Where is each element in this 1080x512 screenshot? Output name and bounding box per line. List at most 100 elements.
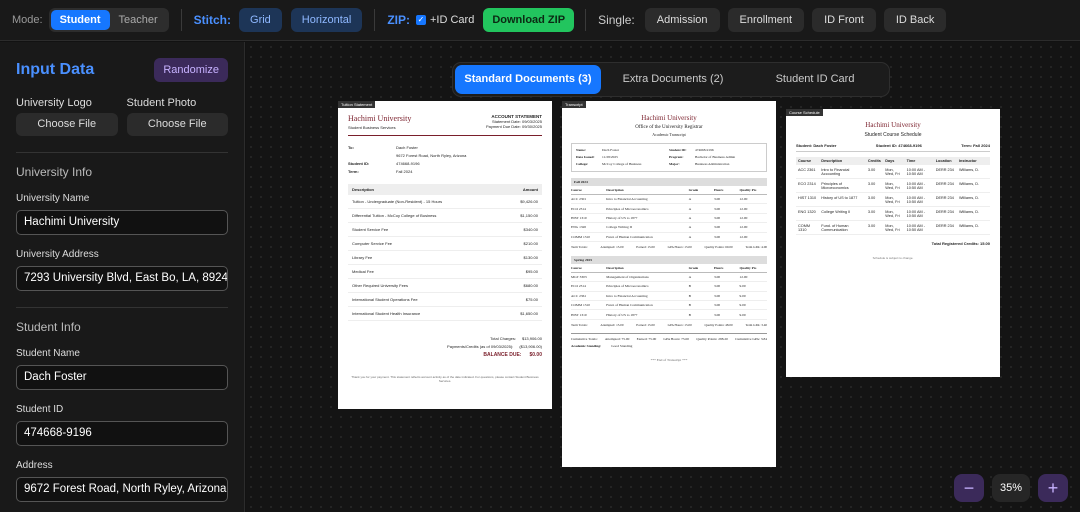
ts-course-cell: MGT 3303	[571, 275, 587, 280]
sch-term: Term: Fall 2024	[961, 143, 990, 148]
tab-standard-documents[interactable]: Standard Documents (3)	[455, 65, 601, 94]
randomize-button[interactable]: Randomize	[154, 58, 228, 82]
ts-cum-stat: Attempted: 75.00	[604, 336, 630, 341]
zoom-controls: − 35% +	[954, 474, 1068, 502]
sch-cell: Mon, Wed, Fri	[885, 209, 900, 218]
id-back-button[interactable]: ID Back	[883, 8, 947, 32]
sch-col-head: Time	[906, 159, 916, 163]
sch-student: Student: Dach Foster	[796, 143, 837, 148]
ts-cum-stat: GPA Hours: 75.00	[663, 336, 690, 341]
divider	[374, 9, 376, 31]
ts-course-cell: Management of Organizations	[606, 275, 649, 280]
zoom-in-button[interactable]: +	[1038, 474, 1068, 502]
id-card-checkbox[interactable]: ✓ +ID Card	[416, 14, 474, 26]
sch-col-head: Course	[798, 159, 812, 163]
ts-col-head: Grade	[688, 265, 699, 270]
ts-course-cell: ACC 2361	[571, 293, 587, 298]
ts-term-name: Fall 2024	[571, 178, 767, 186]
sch-cell: DERR 234	[935, 209, 954, 214]
sch-cell: Mon, Wed, Fri	[885, 167, 900, 176]
admission-button[interactable]: Admission	[644, 8, 720, 32]
sch-cell: Mon, Wed, Fri	[885, 223, 900, 232]
mode-teacher-button[interactable]: Teacher	[118, 14, 158, 26]
sch-cell: Williams, D.	[958, 209, 980, 214]
ts-col-head: Description	[606, 188, 624, 192]
download-zip-button[interactable]: Download ZIP	[483, 8, 575, 32]
ts-cum-stat: Quality Points: 288.20	[696, 336, 728, 341]
stmt-item-desc: Tuition - Undergraduate (Non-Resident) -…	[352, 199, 443, 204]
stmt-item-amount: $9,426.00	[520, 199, 538, 204]
sch-cell: Principles of Microeconomics	[821, 181, 849, 190]
stmt-item-desc: Medical Fee	[352, 269, 374, 274]
sch-header-row: Course Description Credits Days Time Location…	[796, 157, 990, 165]
stmt-item-row: Medical Fee $95.00	[348, 265, 542, 279]
stmt-service: Student Business Services	[348, 125, 396, 130]
zoom-out-button[interactable]: −	[954, 474, 984, 502]
stmt-item-row: Tuition - Undergraduate (Non-Resident) -…	[348, 195, 542, 209]
sch-university: Hachimi University	[865, 121, 921, 129]
sch-row: ENG 1320 College Writing II 3.00 Mon, Wed, …	[796, 207, 990, 221]
ts-course-cell: 3.00	[714, 206, 721, 211]
ts-course-cell: ECO 2314	[571, 284, 586, 289]
sch-cell: 10:00 AM - 10:50 AM	[906, 223, 925, 232]
address-input[interactable]: 9672 Forest Road, North Ryley, Arizona	[16, 477, 228, 502]
ts-course-row: ECO 2314 Principles of Microeconomics A 3.0…	[571, 204, 767, 214]
student-name-input[interactable]: Dach Foster	[16, 365, 228, 390]
university-name-input[interactable]: Hachimi University	[16, 210, 228, 235]
sch-cell: 3.00	[867, 181, 876, 186]
sch-cell: Fund. of Human Communication	[821, 223, 849, 232]
student-name-label: Student Name	[16, 348, 80, 359]
address-label: Address	[16, 460, 53, 471]
stitch-horizontal-button[interactable]: Horizontal	[290, 8, 363, 32]
ts-university: Hachimi University	[641, 114, 697, 122]
stmt-item-desc: Computer Service Fee	[352, 241, 393, 246]
sch-cell: Intro to Financial Accounting	[821, 167, 850, 176]
ts-course-cell: 12.00	[739, 206, 748, 211]
mode-toggle: Student Teacher	[48, 8, 169, 32]
mode-label: Mode:	[12, 14, 43, 26]
ts-course-cell: B	[688, 284, 691, 289]
ts-end: *** End of Transcript ***	[650, 357, 688, 362]
sch-cell: 3.00	[867, 195, 876, 200]
sch-cell: Williams, D.	[958, 223, 980, 228]
ts-course-cell: 12.00	[739, 225, 748, 230]
id-front-button[interactable]: ID Front	[812, 8, 876, 32]
enrollment-button[interactable]: Enrollment	[727, 8, 805, 32]
stitch-grid-button[interactable]: Grid	[239, 8, 282, 32]
student-id-input[interactable]: 474668-9196	[16, 421, 228, 446]
ts-course-cell: COMM 1310	[571, 234, 590, 239]
stmt-item-amount: $340.00	[523, 227, 538, 232]
stmt-footer: Thank you for your payment. This stateme…	[351, 375, 539, 383]
ts-course-cell: 3.00	[714, 234, 721, 239]
university-address-input[interactable]: 7293 University Blvd, East Bo, LA, 89240	[16, 266, 228, 291]
preview-canvas[interactable]: Standard Documents (3) Extra Documents (…	[246, 42, 1080, 512]
stmt-heading: ACCOUNT STATEMENT	[491, 114, 542, 119]
ts-info-value: McCoy College of Business	[602, 162, 642, 166]
ts-term-name: Spring 2025	[571, 255, 767, 264]
stitch-label: Stitch:	[193, 13, 232, 27]
stmt-total-label: Total Charges:	[490, 336, 516, 341]
ts-info-value: Dach Foster	[602, 148, 620, 152]
sch-row: ECO 2314 Principles of Microeconomics 3.00…	[796, 179, 990, 193]
ts-course-row: HIST 1310 History of US to 1877 A 3.00 12.00	[571, 214, 767, 224]
transcript-page[interactable]: Transcript Hachimi University Office of …	[562, 101, 776, 467]
ts-course-cell: 9.00	[739, 293, 746, 298]
tuition-statement-page[interactable]: Tuition Statement Hachimi University Stu…	[338, 101, 552, 409]
stmt-item-amount: $95.00	[525, 269, 538, 274]
logo-file-button[interactable]: Choose File	[16, 113, 118, 136]
course-schedule-page[interactable]: Course Schedule Hachimi University Stude…	[786, 109, 1000, 377]
stmt-item-amount: $210.00	[523, 241, 538, 246]
ts-info-value: 474668-9196	[695, 148, 714, 152]
tab-extra-documents[interactable]: Extra Documents (2)	[622, 73, 724, 85]
ts-course-cell: B	[688, 312, 691, 317]
ts-info-key: Program:	[668, 155, 684, 159]
stmt-date: Statement Date: 09/03/2025	[491, 119, 542, 124]
sch-cell: Williams, D.	[958, 181, 980, 186]
mode-student-button[interactable]: Student	[50, 10, 110, 30]
ts-stat: Earned: 15.00	[636, 322, 655, 327]
ts-col-head: Quality Pts	[739, 265, 757, 270]
ts-col-head: Hours	[714, 265, 724, 270]
stmt-col-amount: Amount	[522, 187, 538, 192]
photo-file-button[interactable]: Choose File	[126, 113, 228, 136]
tab-student-id-card[interactable]: Student ID Card	[775, 73, 855, 85]
